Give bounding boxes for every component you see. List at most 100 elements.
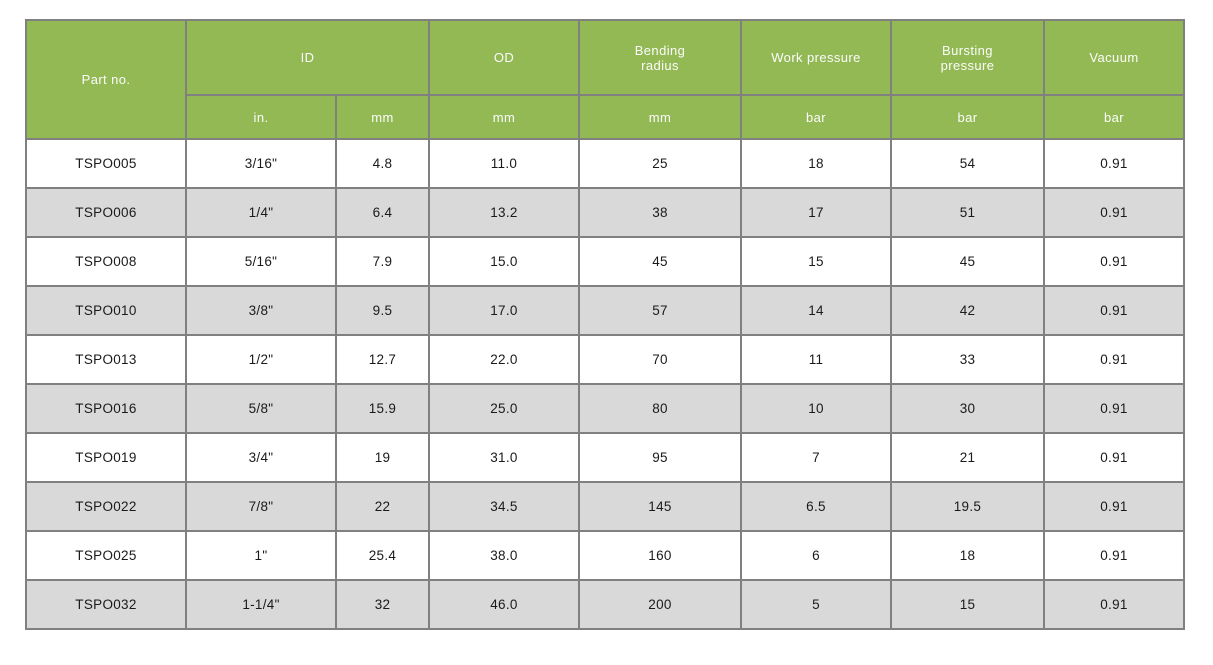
cell-bursting-pressure-bar: 15	[890, 579, 1045, 630]
table-row: TSPO032 1-1/4" 32 46.0 200 5 15 0.91	[25, 579, 1185, 630]
cell-id-mm: 25.4	[335, 530, 430, 581]
cell-bending-radius-mm: 57	[578, 285, 742, 336]
cell-work-pressure-bar: 7	[740, 432, 892, 483]
cell-work-pressure-bar: 5	[740, 579, 892, 630]
unit-vacuum-bar: bar	[1043, 94, 1185, 140]
unit-bursting-bar: bar	[890, 94, 1045, 140]
cell-bursting-pressure-bar: 18	[890, 530, 1045, 581]
cell-bending-radius-mm: 80	[578, 383, 742, 434]
cell-part-no: TSPO022	[25, 481, 187, 532]
table-row: TSPO005 3/16" 4.8 11.0 25 18 54 0.91	[25, 138, 1185, 189]
cell-part-no: TSPO019	[25, 432, 187, 483]
cell-vacuum-bar: 0.91	[1043, 579, 1185, 630]
cell-work-pressure-bar: 6.5	[740, 481, 892, 532]
cell-work-pressure-bar: 18	[740, 138, 892, 189]
cell-id-mm: 12.7	[335, 334, 430, 385]
cell-id-in: 1-1/4"	[185, 579, 337, 630]
cell-vacuum-bar: 0.91	[1043, 138, 1185, 189]
header-row-main: Part no. ID OD Bending radius Work press…	[25, 19, 1185, 140]
cell-part-no: TSPO005	[25, 138, 187, 189]
cell-part-no: TSPO013	[25, 334, 187, 385]
cell-vacuum-bar: 0.91	[1043, 481, 1185, 532]
table-row: TSPO010 3/8" 9.5 17.0 57 14 42 0.91	[25, 285, 1185, 336]
col-header-bending-radius: Bending radius	[578, 19, 742, 96]
cell-id-mm: 9.5	[335, 285, 430, 336]
cell-work-pressure-bar: 15	[740, 236, 892, 287]
unit-bending-mm: mm	[578, 94, 742, 140]
cell-id-in: 1/2"	[185, 334, 337, 385]
unit-id-mm: mm	[335, 94, 430, 140]
table-row: TSPO013 1/2" 12.7 22.0 70 11 33 0.91	[25, 334, 1185, 385]
cell-vacuum-bar: 0.91	[1043, 432, 1185, 483]
cell-bending-radius-mm: 38	[578, 187, 742, 238]
cell-vacuum-bar: 0.91	[1043, 383, 1185, 434]
cell-vacuum-bar: 0.91	[1043, 236, 1185, 287]
cell-work-pressure-bar: 10	[740, 383, 892, 434]
cell-vacuum-bar: 0.91	[1043, 334, 1185, 385]
col-header-part-no: Part no.	[25, 19, 187, 140]
cell-part-no: TSPO016	[25, 383, 187, 434]
cell-id-in: 1/4"	[185, 187, 337, 238]
col-header-work-pressure: Work pressure	[740, 19, 892, 96]
table-row: TSPO008 5/16" 7.9 15.0 45 15 45 0.91	[25, 236, 1185, 287]
cell-bending-radius-mm: 25	[578, 138, 742, 189]
cell-id-mm: 15.9	[335, 383, 430, 434]
cell-id-in: 5/16"	[185, 236, 337, 287]
col-header-bursting-pressure: Bursting pressure	[890, 19, 1045, 96]
col-header-vacuum: Vacuum	[1043, 19, 1185, 96]
table-row: TSPO022 7/8" 22 34.5 145 6.5 19.5 0.91	[25, 481, 1185, 532]
cell-bursting-pressure-bar: 21	[890, 432, 1045, 483]
cell-vacuum-bar: 0.91	[1043, 285, 1185, 336]
header-row-units: in. mm mm mm bar bar bar	[26, 94, 1185, 140]
cell-work-pressure-bar: 11	[740, 334, 892, 385]
cell-bending-radius-mm: 95	[578, 432, 742, 483]
cell-work-pressure-bar: 17	[740, 187, 892, 238]
table-row: TSPO019 3/4" 19 31.0 95 7 21 0.91	[25, 432, 1185, 483]
cell-work-pressure-bar: 14	[740, 285, 892, 336]
cell-part-no: TSPO025	[25, 530, 187, 581]
table-row: TSPO016 5/8" 15.9 25.0 80 10 30 0.91	[25, 383, 1185, 434]
cell-part-no: TSPO010	[25, 285, 187, 336]
cell-od-mm: 46.0	[428, 579, 580, 630]
cell-bending-radius-mm: 145	[578, 481, 742, 532]
cell-bursting-pressure-bar: 42	[890, 285, 1045, 336]
unit-work-bar: bar	[740, 94, 892, 140]
cell-work-pressure-bar: 6	[740, 530, 892, 581]
cell-bending-radius-mm: 70	[578, 334, 742, 385]
col-header-od: OD	[428, 19, 580, 96]
table-row: TSPO006 1/4" 6.4 13.2 38 17 51 0.91	[25, 187, 1185, 238]
unit-id-in: in.	[185, 94, 337, 140]
cell-id-in: 1"	[185, 530, 337, 581]
unit-od-mm: mm	[428, 94, 580, 140]
cell-od-mm: 31.0	[428, 432, 580, 483]
cell-bending-radius-mm: 45	[578, 236, 742, 287]
cell-id-in: 3/16"	[185, 138, 337, 189]
cell-bursting-pressure-bar: 45	[890, 236, 1045, 287]
spec-table: Part no. ID OD Bending radius Work press…	[25, 19, 1185, 630]
cell-bending-radius-mm: 200	[578, 579, 742, 630]
cell-vacuum-bar: 0.91	[1043, 187, 1185, 238]
cell-bursting-pressure-bar: 19.5	[890, 481, 1045, 532]
cell-id-mm: 4.8	[335, 138, 430, 189]
cell-id-in: 7/8"	[185, 481, 337, 532]
cell-part-no: TSPO008	[25, 236, 187, 287]
cell-bursting-pressure-bar: 51	[890, 187, 1045, 238]
cell-vacuum-bar: 0.91	[1043, 530, 1185, 581]
cell-id-mm: 6.4	[335, 187, 430, 238]
cell-bursting-pressure-bar: 54	[890, 138, 1045, 189]
cell-id-in: 3/4"	[185, 432, 337, 483]
cell-bending-radius-mm: 160	[578, 530, 742, 581]
cell-od-mm: 17.0	[428, 285, 580, 336]
cell-id-in: 5/8"	[185, 383, 337, 434]
cell-od-mm: 25.0	[428, 383, 580, 434]
cell-part-no: TSPO032	[25, 579, 187, 630]
cell-id-mm: 7.9	[335, 236, 430, 287]
table-body: TSPO005 3/16" 4.8 11.0 25 18 54 0.91 TSPO006 1/4"…	[25, 138, 1185, 630]
cell-od-mm: 38.0	[428, 530, 580, 581]
cell-od-mm: 13.2	[428, 187, 580, 238]
cell-id-in: 3/8"	[185, 285, 337, 336]
cell-id-mm: 19	[335, 432, 430, 483]
cell-od-mm: 22.0	[428, 334, 580, 385]
cell-id-mm: 22	[335, 481, 430, 532]
cell-od-mm: 34.5	[428, 481, 580, 532]
